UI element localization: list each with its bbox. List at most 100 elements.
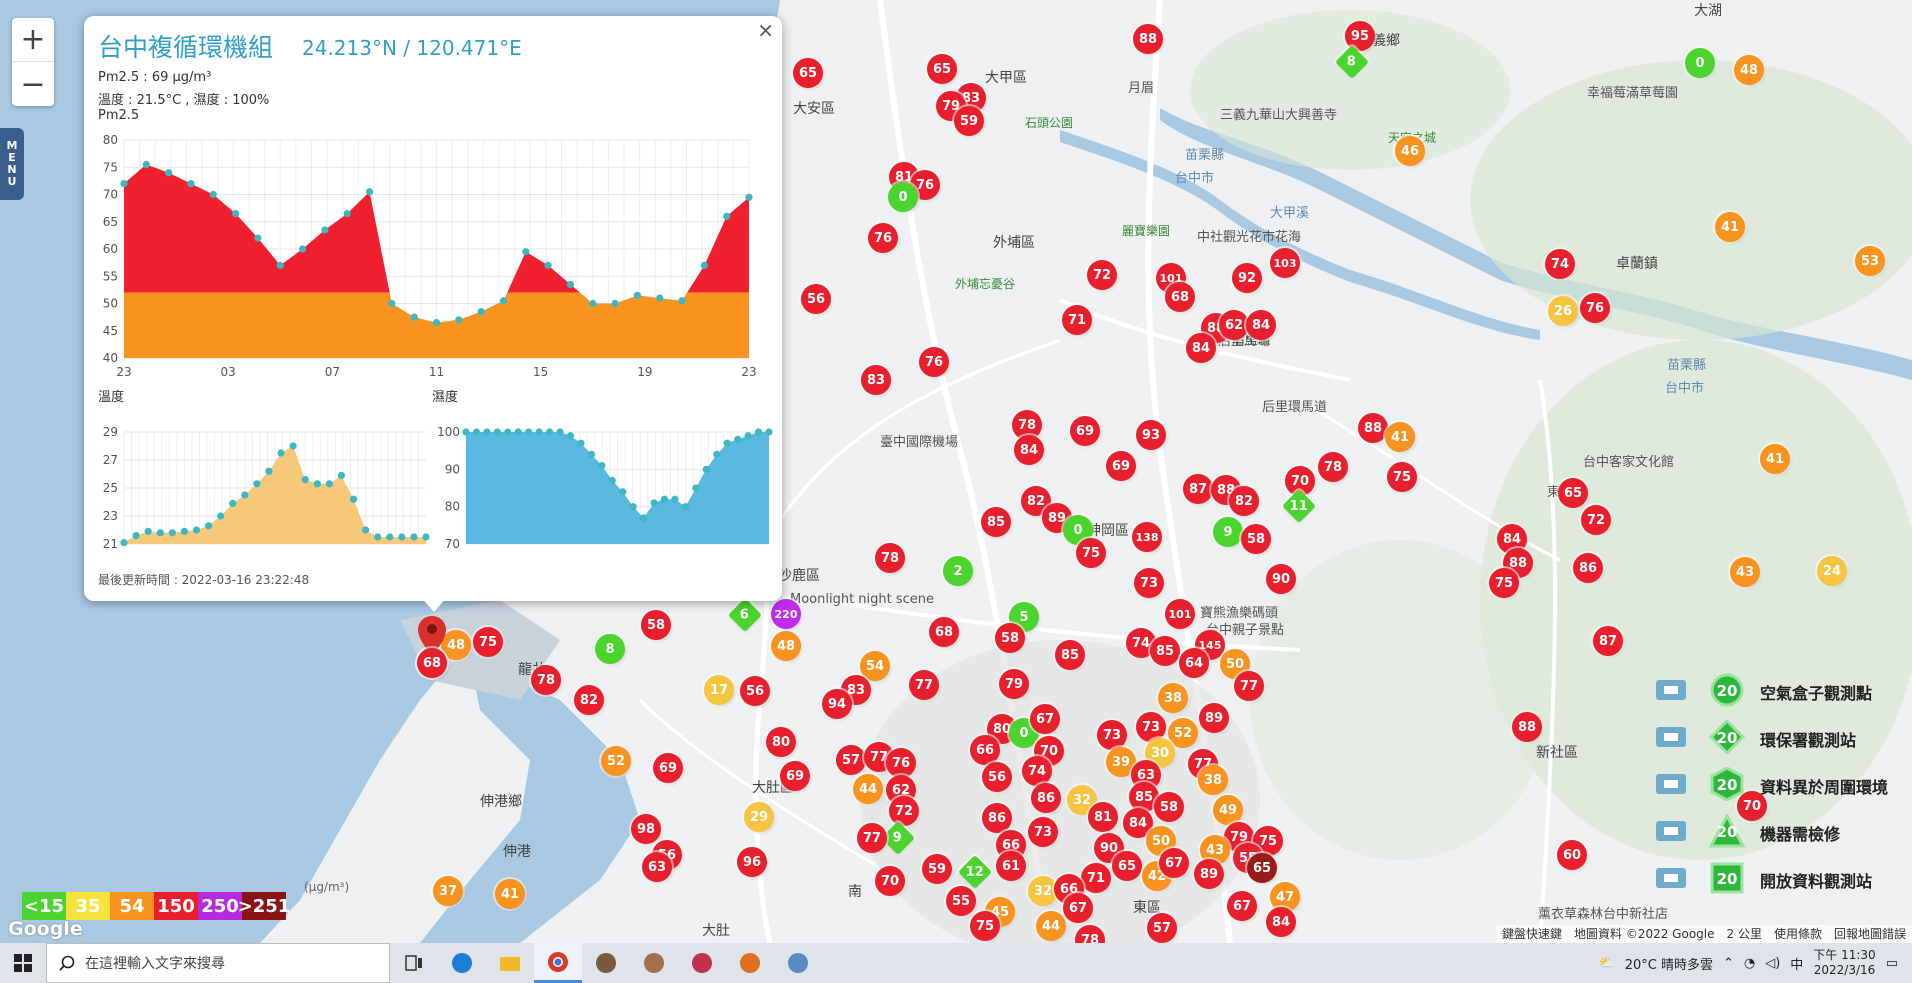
map-footer-link[interactable]: 使用條款	[1773, 927, 1822, 941]
airbox-marker[interactable]: 92	[1232, 263, 1262, 293]
airbox-marker[interactable]: 58	[995, 623, 1025, 653]
airbox-marker[interactable]: 78	[1075, 925, 1105, 943]
airbox-marker[interactable]: 73	[1028, 817, 1058, 847]
airbox-marker[interactable]: 73	[1134, 568, 1164, 598]
airbox-marker[interactable]: 95	[1345, 21, 1375, 51]
popup-close-button[interactable]: ×	[757, 18, 774, 42]
airbox-marker[interactable]: 73	[1097, 720, 1127, 750]
airbox-marker[interactable]: 83	[861, 365, 891, 395]
airbox-marker[interactable]: 48	[1734, 55, 1764, 85]
airbox-marker[interactable]: 77	[857, 823, 887, 853]
airbox-marker[interactable]: 67	[1030, 704, 1060, 734]
airbox-marker[interactable]: 74	[1545, 249, 1575, 279]
airbox-marker[interactable]: 84	[1266, 907, 1296, 937]
airbox-marker[interactable]: 86	[1573, 553, 1603, 583]
airbox-marker[interactable]: 82	[1229, 486, 1259, 516]
airbox-marker[interactable]: 41	[1760, 444, 1790, 474]
zoom-in-button[interactable]: +	[12, 18, 54, 62]
airbox-marker[interactable]: 76	[1580, 293, 1610, 323]
airbox-marker[interactable]: 89	[1199, 703, 1229, 733]
airbox-marker[interactable]: 59	[954, 106, 984, 136]
airbox-marker[interactable]: 66	[970, 735, 1000, 765]
airbox-marker[interactable]: 68	[929, 617, 959, 647]
airbox-marker[interactable]: 8	[595, 634, 625, 664]
airbox-marker[interactable]: 86	[1031, 783, 1061, 813]
airbox-marker[interactable]: 58	[1154, 792, 1184, 822]
app-icon[interactable]	[726, 943, 774, 983]
airbox-marker[interactable]: 57	[836, 745, 866, 775]
airbox-marker[interactable]: 69	[780, 761, 810, 791]
app-icon[interactable]	[630, 943, 678, 983]
airbox-marker[interactable]: 58	[1241, 524, 1271, 554]
airbox-marker[interactable]: 65	[1558, 478, 1588, 508]
airbox-marker[interactable]: 58	[641, 610, 671, 640]
airbox-marker[interactable]: 17	[704, 675, 734, 705]
map-footer-link[interactable]: 地圖資料 ©2022 Google	[1574, 927, 1715, 941]
airbox-marker[interactable]: 76	[919, 347, 949, 377]
airbox-marker[interactable]: 43	[1730, 557, 1760, 587]
app-icon[interactable]	[678, 943, 726, 983]
airbox-marker[interactable]: 84	[1246, 310, 1276, 340]
google-logo[interactable]: Google	[8, 918, 83, 940]
chevron-up-icon[interactable]: ⌃	[1722, 955, 1734, 971]
airbox-marker[interactable]: 69	[653, 753, 683, 783]
airbox-marker[interactable]: 76	[868, 223, 898, 253]
airbox-marker[interactable]: 138	[1132, 522, 1162, 552]
airbox-marker[interactable]: 64	[1179, 648, 1209, 678]
airbox-marker[interactable]: 38	[1158, 683, 1188, 713]
airbox-marker[interactable]: 77	[1234, 671, 1264, 701]
airbox-marker[interactable]: 59	[922, 854, 952, 884]
taskbar-search[interactable]: 在這裡輸入文字來搜尋	[46, 943, 390, 983]
airbox-marker[interactable]: 60	[1557, 840, 1587, 870]
chrome-icon[interactable]	[534, 943, 582, 983]
map-footer-link[interactable]: 鍵盤快速鍵	[1502, 927, 1563, 941]
airbox-marker[interactable]: 74	[1022, 756, 1052, 786]
airbox-marker[interactable]: 87	[1183, 474, 1213, 504]
start-button[interactable]	[0, 943, 46, 983]
airbox-marker[interactable]: 76	[886, 748, 916, 778]
airbox-marker[interactable]: 89	[1194, 859, 1224, 889]
airbox-marker[interactable]: 26	[1548, 296, 1578, 326]
airbox-marker[interactable]: 48	[441, 630, 471, 660]
airbox-marker[interactable]: 85	[981, 507, 1011, 537]
airbox-marker[interactable]: 89	[1042, 503, 1072, 533]
airbox-marker[interactable]: 81	[1088, 802, 1118, 832]
airbox-marker[interactable]: 41	[1715, 212, 1745, 242]
airbox-marker[interactable]: 32	[1028, 876, 1058, 906]
airbox-marker[interactable]: 84	[1014, 435, 1044, 465]
airbox-marker[interactable]: 78	[1318, 452, 1348, 482]
airbox-marker[interactable]: 52	[1168, 718, 1198, 748]
airbox-marker[interactable]: 56	[740, 676, 770, 706]
airbox-marker[interactable]: 80	[766, 727, 796, 757]
task-view-icon[interactable]	[390, 943, 438, 983]
map-footer-link[interactable]: 2 公里	[1726, 927, 1762, 941]
airbox-marker[interactable]: 76	[910, 170, 940, 200]
airbox-marker[interactable]: 65	[1112, 851, 1142, 881]
airbox-marker[interactable]: 38	[1198, 765, 1228, 795]
airbox-marker[interactable]: 63	[642, 852, 672, 882]
airbox-marker[interactable]: 220	[771, 599, 801, 629]
airbox-marker[interactable]: 88	[1133, 24, 1163, 54]
airbox-marker[interactable]: 46	[1395, 136, 1425, 166]
airbox-marker[interactable]: 94	[822, 689, 852, 719]
airbox-marker[interactable]: 29	[744, 802, 774, 832]
airbox-marker[interactable]: 72	[1581, 505, 1611, 535]
airbox-marker[interactable]: 41	[1385, 422, 1415, 452]
airbox-marker[interactable]: 75	[970, 911, 1000, 941]
airbox-marker[interactable]: 52	[601, 746, 631, 776]
airbox-marker[interactable]: 75	[1387, 462, 1417, 492]
airbox-marker[interactable]: 62	[1219, 310, 1249, 340]
airbox-marker[interactable]: 24	[1817, 556, 1847, 586]
airbox-marker[interactable]: 61	[996, 851, 1026, 881]
notification-icon[interactable]: ▭	[1885, 955, 1898, 971]
airbox-marker[interactable]: 67	[1227, 891, 1257, 921]
airbox-marker[interactable]: 72	[889, 796, 919, 826]
airbox-marker[interactable]: 79	[936, 91, 966, 121]
airbox-marker[interactable]: 48	[771, 631, 801, 661]
airbox-marker[interactable]: 69	[1106, 451, 1136, 481]
airbox-marker[interactable]: 67	[1159, 848, 1189, 878]
airbox-marker[interactable]: 54	[860, 651, 890, 681]
airbox-marker[interactable]: 67	[1063, 893, 1093, 923]
airbox-marker[interactable]: 88	[1358, 413, 1388, 443]
airbox-marker[interactable]: 70	[875, 866, 905, 896]
